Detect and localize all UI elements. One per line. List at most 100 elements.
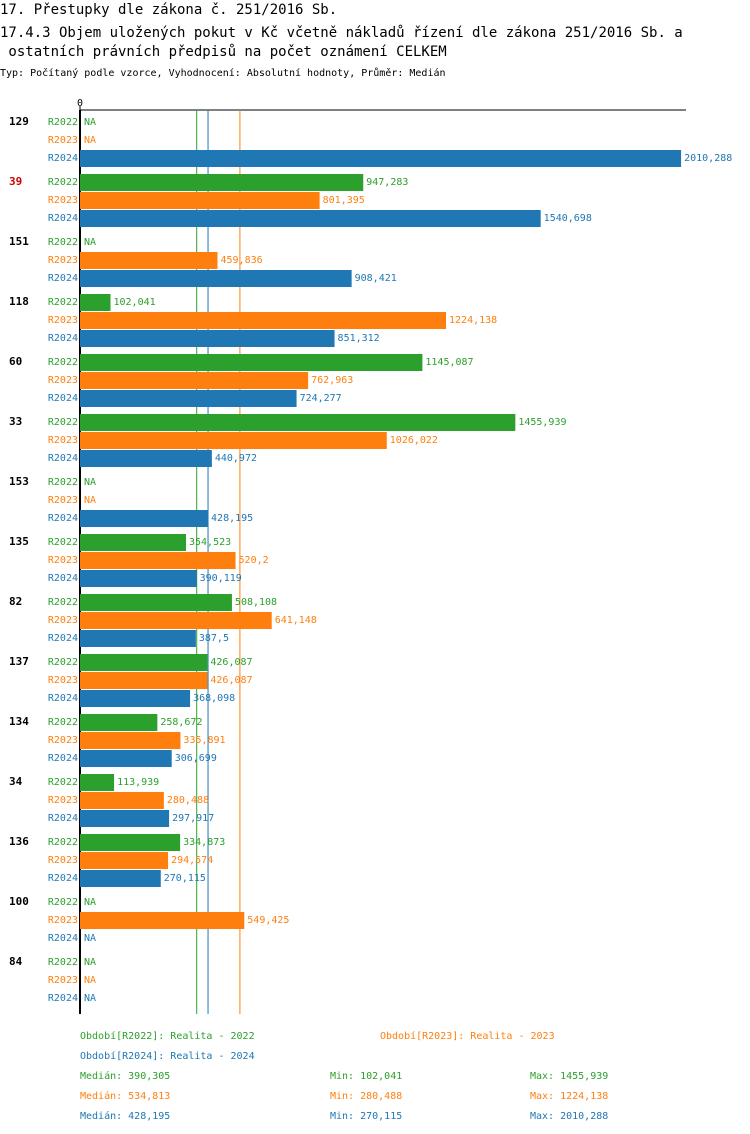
value-label: 1145,087	[425, 357, 473, 368]
series-label: R2024	[48, 693, 78, 704]
value-label: 908,421	[355, 273, 397, 284]
series-label: R2023	[48, 495, 78, 506]
series-label: R2022	[48, 117, 78, 128]
series-label: R2024	[48, 153, 78, 164]
category-label: 153	[9, 475, 29, 488]
value-label: NA	[84, 237, 96, 248]
chart-subtitle: 17.4.3 Objem uložených pokut v Kč včetně…	[0, 25, 683, 41]
series-label: R2022	[48, 357, 78, 368]
bar	[80, 594, 232, 611]
series-label: R2023	[48, 975, 78, 986]
legend-entry: Období[R2024]: Realita - 2024	[80, 1050, 255, 1062]
value-label: 368,098	[193, 693, 235, 704]
category-label: 137	[9, 655, 29, 668]
bar	[80, 510, 209, 527]
value-label: 334,873	[183, 837, 225, 848]
series-label: R2024	[48, 753, 78, 764]
value-label: NA	[84, 135, 96, 146]
x-tick-label: 0	[77, 98, 83, 109]
bar	[80, 150, 682, 167]
series-label: R2022	[48, 717, 78, 728]
value-label: 801,395	[323, 195, 365, 206]
value-label: 102,041	[114, 297, 156, 308]
category-label: 100	[9, 895, 29, 908]
bar	[80, 714, 158, 731]
stat-label: Medián:	[80, 1110, 122, 1122]
value-label: 294,574	[171, 855, 213, 866]
stat-value: 102,041	[360, 1071, 402, 1082]
category-label: 84	[9, 955, 23, 968]
bar	[80, 690, 191, 707]
value-label: 390,119	[200, 573, 242, 584]
series-label: R2024	[48, 573, 78, 584]
value-label: 1455,939	[518, 417, 566, 428]
value-label: 354,523	[189, 537, 231, 548]
series-label: R2022	[48, 477, 78, 488]
value-label: 520,2	[239, 555, 269, 566]
stat-label: Max:	[530, 1091, 554, 1102]
series-label: R2022	[48, 597, 78, 608]
stat-label: Min:	[330, 1111, 354, 1122]
value-label: 270,115	[164, 873, 206, 884]
series-label: R2023	[48, 855, 78, 866]
series-label: R2024	[48, 273, 78, 284]
bar	[80, 570, 197, 587]
stat: Medián: 534,813	[80, 1090, 170, 1102]
value-label: 641,148	[275, 615, 317, 626]
bar	[80, 174, 364, 191]
stat: Max: 1224,138	[530, 1091, 608, 1102]
stat-value: 280,488	[360, 1091, 402, 1102]
value-label: NA	[84, 495, 96, 506]
category-label: 118	[9, 295, 29, 308]
series-label: R2022	[48, 237, 78, 248]
category-label: 60	[9, 355, 22, 368]
value-label: NA	[84, 975, 96, 986]
category-label: 151	[9, 235, 29, 248]
series-label: R2023	[48, 615, 78, 626]
chart-title: 17. Přestupky dle zákona č. 251/2016 Sb.	[0, 2, 337, 18]
category-label: 135	[9, 535, 29, 548]
value-label: NA	[84, 933, 96, 944]
bar	[80, 852, 169, 869]
category-label: 82	[9, 595, 22, 608]
bar	[80, 612, 272, 629]
series-label: R2022	[48, 837, 78, 848]
legend-entry: Období[R2023]: Realita - 2023	[380, 1030, 555, 1042]
series-label: R2024	[48, 393, 78, 404]
bar	[80, 390, 297, 407]
stat-label: Max:	[530, 1111, 554, 1122]
legend-entry: Období[R2022]: Realita - 2022	[80, 1030, 255, 1042]
bar	[80, 270, 352, 287]
series-label: R2024	[48, 873, 78, 884]
series-label: R2023	[48, 735, 78, 746]
value-label: NA	[84, 993, 96, 1004]
stat: Medián: 390,305	[80, 1070, 170, 1082]
bar	[80, 774, 115, 791]
bar	[80, 432, 387, 449]
bar	[80, 912, 245, 929]
value-label: NA	[84, 477, 96, 488]
bar	[80, 630, 196, 647]
value-label: 387,5	[199, 633, 229, 644]
value-label: 459,836	[220, 255, 262, 266]
bar	[80, 834, 181, 851]
value-label: 306,699	[175, 753, 217, 764]
category-label: 129	[9, 115, 29, 128]
bar	[80, 792, 164, 809]
stat: Medián: 428,195	[80, 1110, 170, 1122]
stat: Min: 270,115	[330, 1111, 402, 1122]
bar	[80, 450, 212, 467]
series-label: R2023	[48, 675, 78, 686]
bar	[80, 552, 236, 569]
value-label: 335,891	[183, 735, 225, 746]
value-label: 724,277	[300, 393, 342, 404]
series-label: R2023	[48, 195, 78, 206]
value-label: 426,087	[210, 675, 252, 686]
stat: Min: 280,488	[330, 1091, 402, 1102]
value-label: 426,087	[210, 657, 252, 668]
value-label: 947,283	[366, 177, 408, 188]
chart-subtitle: ostatních právních předpisů na počet ozn…	[0, 44, 447, 60]
stat-label: Min:	[330, 1071, 354, 1082]
value-label: 1026,022	[390, 435, 438, 446]
